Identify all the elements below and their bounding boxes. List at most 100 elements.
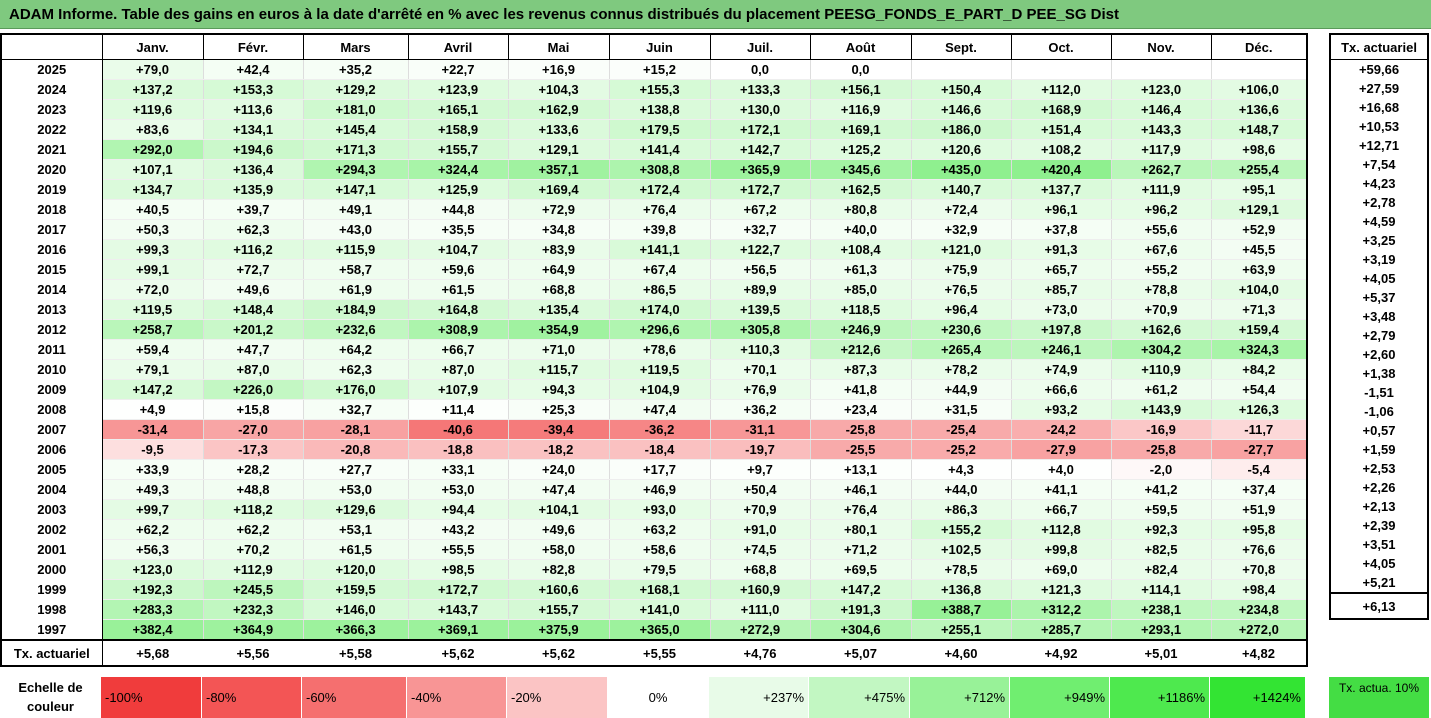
rate-value: +2,39 (1362, 518, 1396, 533)
heatmap-cell: +304,6 (810, 619, 912, 641)
heatmap-cell: +232,6 (303, 319, 409, 340)
heatmap-cell: +95,1 (1211, 179, 1308, 200)
heatmap-cell: +119,5 (609, 359, 711, 380)
heatmap-cell: +104,3 (508, 79, 610, 100)
rate-value: -1,51 (1364, 385, 1394, 400)
heatmap-cell: +283,3 (102, 599, 204, 620)
heatmap-cell: +91,3 (1011, 239, 1112, 260)
heatmap-cell: +87,0 (203, 359, 304, 380)
heatmap-cell: +52,9 (1211, 219, 1308, 240)
heatmap-cell: +50,3 (102, 219, 204, 240)
heatmap-cell: -31,4 (102, 419, 204, 440)
heatmap-cell (1211, 59, 1308, 80)
heatmap-cell: -19,7 (710, 439, 811, 460)
rate-value: +2,60 (1362, 347, 1396, 362)
heatmap-cell: +32,9 (911, 219, 1012, 240)
heatmap-cell: -27,9 (1011, 439, 1112, 460)
heatmap-cell: +58,6 (609, 539, 711, 560)
year-label: 2008 (1, 399, 103, 420)
heatmap-cell: -5,4 (1211, 459, 1308, 480)
heatmap-cell: +67,6 (1111, 239, 1212, 260)
heatmap-cell: -28,1 (303, 419, 409, 440)
year-label: 2015 (1, 259, 103, 280)
heatmap-cell: +45,5 (1211, 239, 1308, 260)
rate-value: +10,53 (1358, 119, 1400, 134)
heatmap-cell: +79,0 (102, 59, 204, 80)
heatmap-cell: +123,0 (1111, 79, 1212, 100)
heatmap-cell: +99,3 (102, 239, 204, 260)
heatmap-cell: +49,3 (102, 479, 204, 500)
heatmap-cell: +4,3 (911, 459, 1012, 480)
heatmap-cell: +365,0 (609, 619, 711, 641)
heatmap-cell: +67,4 (609, 259, 711, 280)
color-scale-legend: Echelle de couleur -100% -80% -60% -40% -20%… (0, 677, 1308, 718)
heatmap-cell: +111,9 (1111, 179, 1212, 200)
heatmap-cell: +140,7 (911, 179, 1012, 200)
heatmap-cell: +168,9 (1011, 99, 1112, 120)
heatmap-cell: +61,2 (1111, 379, 1212, 400)
heatmap-cell: +94,3 (508, 379, 610, 400)
heatmap-cell: +63,9 (1211, 259, 1308, 280)
heatmap-cell: +212,6 (810, 339, 912, 360)
heatmap-cell: +179,5 (609, 119, 711, 140)
heatmap-cell: +272,9 (710, 619, 811, 641)
year-label: 2020 (1, 159, 103, 180)
heatmap-cell: +129,1 (1211, 199, 1308, 220)
heatmap-cell: -24,2 (1011, 419, 1112, 440)
heatmap-cell: +53,1 (303, 519, 409, 540)
heatmap-cell: -25,4 (911, 419, 1012, 440)
heatmap-cell: +145,4 (303, 119, 409, 140)
heatmap-cell: +292,0 (102, 139, 204, 160)
heatmap-cell: +69,0 (1011, 559, 1112, 580)
heatmap-cell: +68,8 (710, 559, 811, 580)
year-label: 2002 (1, 519, 103, 540)
heatmap-cell: +305,8 (710, 319, 811, 340)
heatmap-cell: +168,1 (609, 579, 711, 600)
legend-swatch: +475% (809, 677, 910, 718)
heatmap-cell: +84,2 (1211, 359, 1308, 380)
heatmap-cell: +164,8 (408, 299, 509, 320)
heatmap-cell: +146,6 (911, 99, 1012, 120)
heatmap-cell: -18,2 (508, 439, 610, 460)
legend-swatch: +237% (709, 677, 809, 718)
heatmap-cell: +70,9 (1111, 299, 1212, 320)
footer-rate-value: +5,58 (303, 639, 408, 666)
year-label: 2010 (1, 359, 103, 380)
heatmap-cell: +172,1 (710, 119, 811, 140)
heatmap-cell: -27,7 (1211, 439, 1308, 460)
heatmap-cell: +71,0 (508, 339, 610, 360)
heatmap-cell: +255,1 (911, 619, 1012, 641)
rate-table: Tx. actuariel +59,66 +27,59 +16,68 +10,53 +12… (1329, 33, 1429, 620)
heatmap-cell: -25,5 (810, 439, 912, 460)
heatmap-cell: +86,5 (609, 279, 711, 300)
heatmap-cell: +59,4 (102, 339, 204, 360)
column-header: Mai (507, 33, 610, 60)
heatmap-cell: +354,9 (508, 319, 610, 340)
rate-value: +3,19 (1362, 252, 1396, 267)
heatmap-cell: +308,9 (408, 319, 509, 340)
year-label: 2017 (1, 219, 103, 240)
page-title: ADAM Informe. Table des gains en euros à… (0, 0, 1431, 29)
heatmap-cell: +82,5 (1111, 539, 1212, 560)
heatmap-cell: +121,0 (911, 239, 1012, 260)
heatmap-cell: +98,5 (408, 559, 509, 580)
heatmap-cell: +66,7 (408, 339, 509, 360)
heatmap-cell: +136,8 (911, 579, 1012, 600)
rate-value: +2,53 (1362, 461, 1396, 476)
heatmap-cell: +312,2 (1011, 599, 1112, 620)
year-label: 2009 (1, 379, 103, 400)
heatmap-cell: +68,8 (508, 279, 610, 300)
heatmap-cell: +155,2 (911, 519, 1012, 540)
heatmap-cell: +89,9 (710, 279, 811, 300)
year-label: 1998 (1, 599, 103, 620)
heatmap-cell: -36,2 (609, 419, 711, 440)
heatmap-cell: +141,1 (609, 239, 711, 260)
heatmap-cell: +92,3 (1111, 519, 1212, 540)
heatmap-cell: +43,0 (303, 219, 409, 240)
heatmap-cell: +121,3 (1011, 579, 1112, 600)
rate-value: +2,79 (1362, 328, 1396, 343)
heatmap-cell: +62,3 (203, 219, 304, 240)
year-label: 2007 (1, 419, 103, 440)
heatmap-cell: +40,5 (102, 199, 204, 220)
year-label: 2019 (1, 179, 103, 200)
